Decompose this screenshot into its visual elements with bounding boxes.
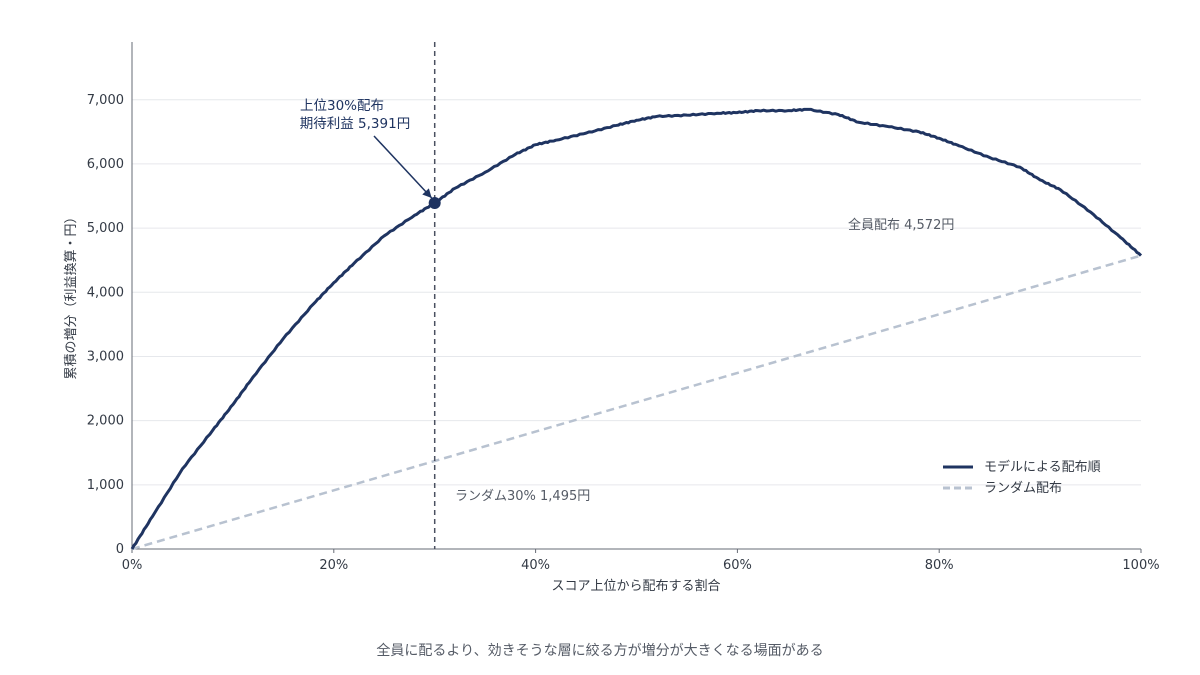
legend: モデルによる配布順 ランダム配布 — [943, 459, 1101, 496]
annotation-arrow-head — [422, 188, 432, 199]
tick-labels: 0 1,000 2,000 3,000 4,000 5,000 6,000 7,000 0% 20… — [87, 93, 1160, 573]
y-tick-label: 7,000 — [87, 93, 124, 108]
annotation-top30-line2: 期待利益 5,391円 — [300, 116, 410, 132]
y-tick-label: 2,000 — [87, 414, 124, 429]
x-tick-label: 80% — [925, 558, 954, 573]
x-tick-label: 40% — [521, 558, 550, 573]
y-tick-label: 0 — [116, 542, 124, 557]
y-axis-label: 累積の増分（利益換算・円） — [64, 210, 79, 379]
annotations: 上位30%配布 期待利益 5,391円 全員配布 4,572円 ランダム30% … — [300, 98, 955, 504]
y-tick-label: 3,000 — [87, 349, 124, 364]
grid-lines — [132, 99, 1141, 486]
x-tick-label: 100% — [1122, 558, 1159, 573]
y-tick-label: 4,000 — [87, 285, 124, 300]
x-tick-label: 20% — [319, 558, 348, 573]
series-line-model — [130, 107, 1143, 550]
annotation-all-distribution: 全員配布 4,572円 — [848, 217, 954, 233]
axes — [131, 42, 1142, 553]
x-tick-label: 60% — [723, 558, 752, 573]
y-tick-label: 5,000 — [87, 221, 124, 236]
series-line-random — [131, 254, 1142, 551]
x-tick-label: 0% — [122, 558, 143, 573]
legend-label-random: ランダム配布 — [984, 481, 1062, 496]
x-axis-label: スコア上位から配布する割合 — [551, 578, 720, 594]
annotation-arrow-line — [373, 135, 433, 199]
chart-caption: 全員に配るより、効きそうな層に絞る方が増分が大きくなる場面がある — [376, 643, 824, 659]
annotation-random30: ランダム30% 1,495円 — [455, 489, 590, 504]
legend-label-model: モデルによる配布順 — [984, 459, 1101, 475]
annotation-top30-line1: 上位30%配布 — [300, 98, 384, 114]
highlight-point-30pct — [428, 197, 441, 210]
y-tick-label: 6,000 — [87, 157, 124, 172]
y-tick-label: 1,000 — [87, 478, 124, 493]
series-layer — [130, 42, 1143, 551]
